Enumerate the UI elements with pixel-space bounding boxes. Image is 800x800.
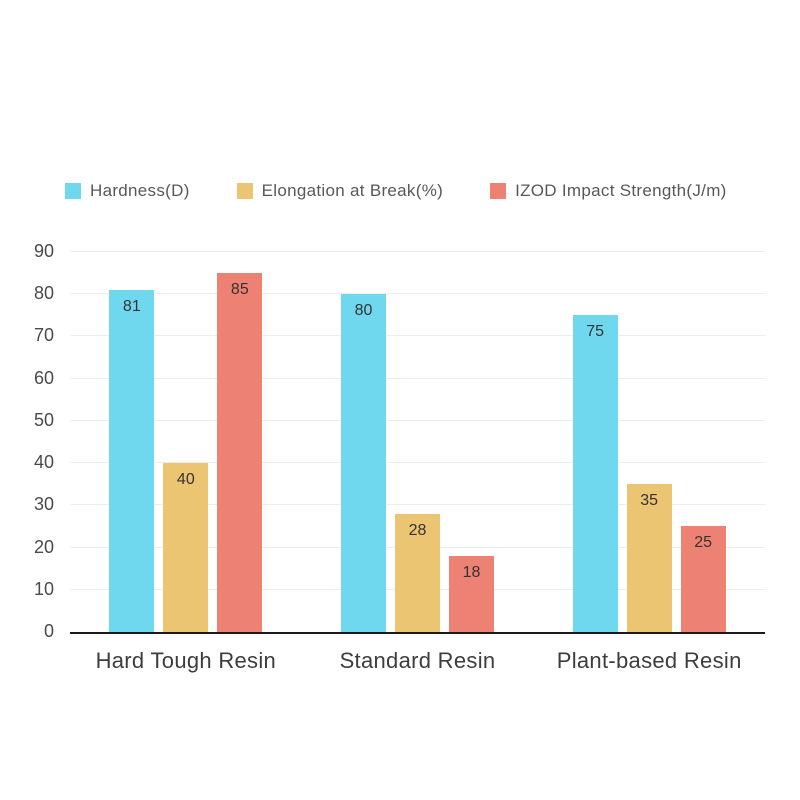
- bar-value-label: 28: [408, 521, 427, 539]
- bar-value-label: 18: [462, 564, 481, 581]
- y-tick-label: 0: [43, 621, 54, 641]
- bar-value-label: 80: [354, 302, 373, 320]
- y-tick-label: 90: [33, 241, 54, 261]
- bar: 28: [394, 513, 440, 632]
- bar-value-label: 35: [640, 492, 659, 510]
- plot-area: 81 40 85 80 28 18 75 35 25: [70, 251, 765, 634]
- gridline: [70, 251, 765, 252]
- bar: 75: [572, 315, 618, 632]
- gridline: [70, 462, 765, 464]
- y-tick-label: 40: [33, 452, 54, 473]
- x-axis-labels: Hard Tough Resin Standard Resin Plant-base…: [70, 648, 765, 674]
- legend-item-izod: IZOD Impact Strength(J/m): [490, 181, 727, 201]
- gridline: [70, 293, 765, 295]
- gridline: [70, 377, 765, 379]
- x-category-label: Standard Resin: [339, 648, 496, 673]
- y-tick-label: 80: [33, 283, 54, 304]
- bar-value-label: 25: [694, 534, 713, 552]
- legend-swatch-elongation-icon: [236, 183, 253, 199]
- y-tick-label: 10: [33, 578, 54, 599]
- legend-item-hardness: Hardness(D): [65, 181, 190, 201]
- bar: 35: [626, 484, 672, 632]
- x-category-label: Plant-based Resin: [556, 648, 742, 673]
- bar: 40: [163, 463, 209, 632]
- legend-label-izod: IZOD Impact Strength(J/m): [515, 181, 727, 200]
- bar: 85: [217, 273, 263, 632]
- bar-value-label: 85: [230, 281, 249, 299]
- legend: Hardness(D) Elongation at Break(%) IZOD …: [65, 181, 727, 201]
- gridline: [70, 419, 765, 421]
- gridline: [70, 504, 765, 506]
- y-tick-label: 30: [33, 494, 54, 515]
- legend-swatch-hardness-icon: [65, 183, 81, 199]
- y-tick-label: 60: [33, 367, 54, 388]
- bar-value-label: 81: [122, 298, 141, 315]
- y-tick-label: 50: [33, 409, 54, 430]
- y-tick-label: 20: [33, 536, 54, 557]
- bar: 81: [109, 290, 155, 632]
- bar-group: 81 40 85: [70, 252, 302, 632]
- bar-value-label: 75: [586, 323, 605, 341]
- y-tick-label: 70: [33, 325, 54, 346]
- legend-label-hardness: Hardness(D): [90, 181, 190, 200]
- gridline: [70, 335, 765, 337]
- legend-label-elongation: Elongation at Break(%): [261, 181, 444, 200]
- bar: 80: [340, 294, 386, 632]
- legend-item-elongation: Elongation at Break(%): [236, 181, 444, 201]
- bar: 18: [448, 556, 494, 632]
- legend-swatch-izod-icon: [490, 183, 507, 199]
- bar-group: 80 28 18: [302, 252, 534, 632]
- x-category-label: Hard Tough Resin: [95, 648, 277, 673]
- bar: 25: [680, 526, 726, 632]
- bar-value-label: 40: [176, 471, 195, 489]
- bar-group: 75 35 25: [533, 252, 765, 632]
